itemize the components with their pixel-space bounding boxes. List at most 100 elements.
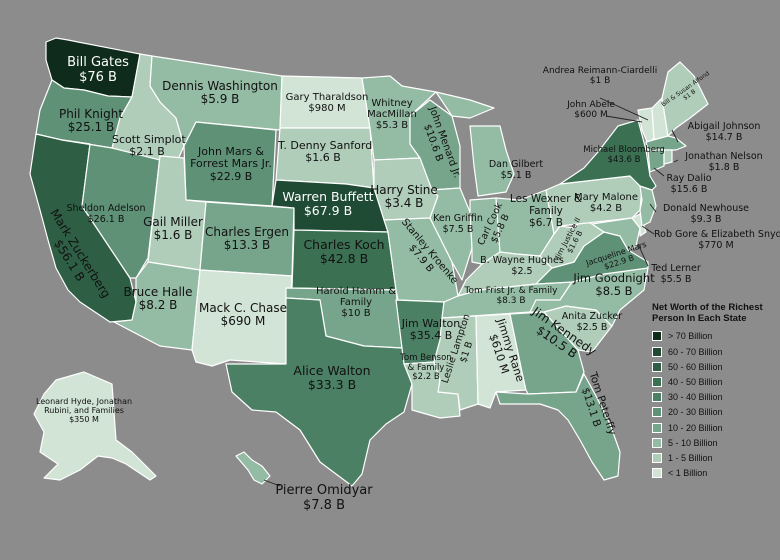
legend-item: 20 - 30 Billion [652,405,774,420]
label-hi: Pierre Omidyar $7.8 B [272,483,376,513]
net-worth: $42.8 B [319,251,369,266]
legend-swatch [652,452,662,463]
net-worth: $25.1 B [67,120,115,135]
person-name: Warren Buffett [282,189,374,204]
label-md: Ted Lerner $5.5 B [644,263,708,285]
person-name: Anita Zucker [561,311,623,322]
person-name: Tom Frist Jr. & Family [464,286,558,296]
net-worth: $980 M [308,103,346,115]
net-worth: $770 M [698,239,734,251]
person-name: Ted Lerner [651,263,701,274]
label-la: Tom Benson & Family $2.2 B [396,353,456,383]
label-ky: B. Wayne Hughes $2.5 [472,255,572,277]
net-worth: $22.9 B [209,169,253,183]
legend-label: 40 - 50 Billion [668,376,723,387]
label-ak: Leonard Hyde, Jonathan Rubini, and Famil… [34,397,134,425]
legend-label: 1 - 5 Billion [668,452,713,463]
net-worth: $26.1 B [87,213,125,225]
label-az: Bruce Halle $8.2 B [120,285,196,313]
person-name: Dennis Washington [162,79,278,93]
label-sd: T. Denny Sanford $1.6 B [278,139,372,165]
label-mt: Dennis Washington $5.9 B [156,79,284,107]
person-name: John Mars & Forrest Mars Jr. [190,145,272,171]
state-delaware [631,213,647,237]
net-worth: $43.6 B [607,154,641,165]
net-worth: $9.3 B [690,213,722,225]
legend-item: 10 - 20 Billion [652,420,774,435]
label-ma: Abigail Johnson $14.7 B [676,121,772,143]
person-name: Rob Gore & Elizabeth Snyder [654,229,780,240]
state-new-jersey [639,185,657,227]
legend-item: > 70 Billion [652,329,774,344]
leader-line-vt [605,115,643,123]
legend-label: < 1 Billion [668,468,708,479]
label-id: Scott Simplot $2.1 B [112,133,186,159]
legend-label: 30 - 40 Billion [668,392,723,403]
state-florida [495,373,621,481]
person-name: Charles Ergen [205,225,289,239]
legend-item: 1 - 5 Billion [652,450,774,465]
leader-line-hi [263,479,281,487]
label-ok: Harold Hamm & Family $10 B [314,286,398,320]
net-worth: $1 B [589,76,611,87]
legend-label: 5 - 10 Billion [668,437,718,448]
legend-swatch [652,392,662,403]
legend-item: 30 - 40 Billion [652,390,774,405]
net-worth: $76 B [79,69,117,85]
state-michigan [435,91,515,197]
state-hawaii [235,451,271,485]
label-ny: Michael Bloomberg $43.6 B [572,145,676,165]
person-name: Harold Hamm & Family [315,286,397,309]
legend-item: 5 - 10 Billion [652,435,774,450]
net-worth: $7.8 B [303,497,345,513]
person-name: Whitney MacMillan [367,98,417,121]
person-name: Donald Newhouse [662,203,750,214]
legend-swatch [652,361,662,372]
label-co: Charles Ergen $13.3 B [204,225,290,253]
leader-line-nj [649,203,657,213]
legend-swatch [652,422,662,433]
label-nj: Donald Newhouse $9.3 B [654,203,758,225]
net-worth: $8.3 B [496,296,526,307]
net-worth: $14.7 B [705,131,743,143]
label-oh: Les Wexner & Family $6.7 B [506,193,586,229]
person-name: Jim Walton [401,317,461,330]
net-worth: $10 B [341,308,371,320]
leader-line-ma [671,129,679,143]
person-name: Gary Tharaldson [285,92,369,103]
net-worth: $5.9 B [200,92,240,107]
person-name: Ken Griffin [433,213,483,224]
label-nv: Sheldon Adelson $26.1 B [60,203,152,225]
net-worth: $4.2 B [589,203,623,215]
net-worth: $8.2 B [138,298,178,313]
state-texas [225,297,413,487]
person-name: Sheldon Adelson [66,203,146,214]
legend-title: Net Worth of the Richest Person In Each … [652,302,763,325]
net-worth: $1.8 B [708,161,740,173]
person-name: Leonard Hyde, Jonathan Rubini, and Famil… [35,397,133,415]
legend-swatch [652,376,662,387]
net-worth: $350 M [69,414,99,424]
legend-swatch [652,407,662,418]
state-connecticut [647,149,665,173]
net-worth: $33.3 B [307,377,357,392]
person-name: Pierre Omidyar [275,483,373,498]
state-alaska [33,371,157,481]
net-worth: $35.4 B [409,329,453,343]
person-name: Michael Bloomberg [583,145,665,155]
label-il: Ken Griffin $7.5 B [426,213,490,235]
person-name: B. Wayne Hughes [480,255,564,266]
person-name: Bill Gates [67,55,129,70]
label-vt: John Abele $600 M [556,100,626,120]
net-worth: $2.5 B [576,321,608,333]
net-worth: $6.7 B [529,216,563,229]
person-name: Charles Koch [303,237,385,252]
label-de: Rob Gore & Elizabeth Snyder $770 M [654,229,780,251]
person-name: Andrea Reimann-Ciardelli [542,66,658,76]
legend-swatch [652,346,662,357]
legend-label: 10 - 20 Billion [668,422,723,433]
label-wa: Bill Gates $76 B [52,55,144,85]
leader-line-ri [673,159,679,163]
legend-label: 60 - 70 Billion [668,346,723,357]
label-ne: Warren Buffett $67.9 B [276,190,380,218]
